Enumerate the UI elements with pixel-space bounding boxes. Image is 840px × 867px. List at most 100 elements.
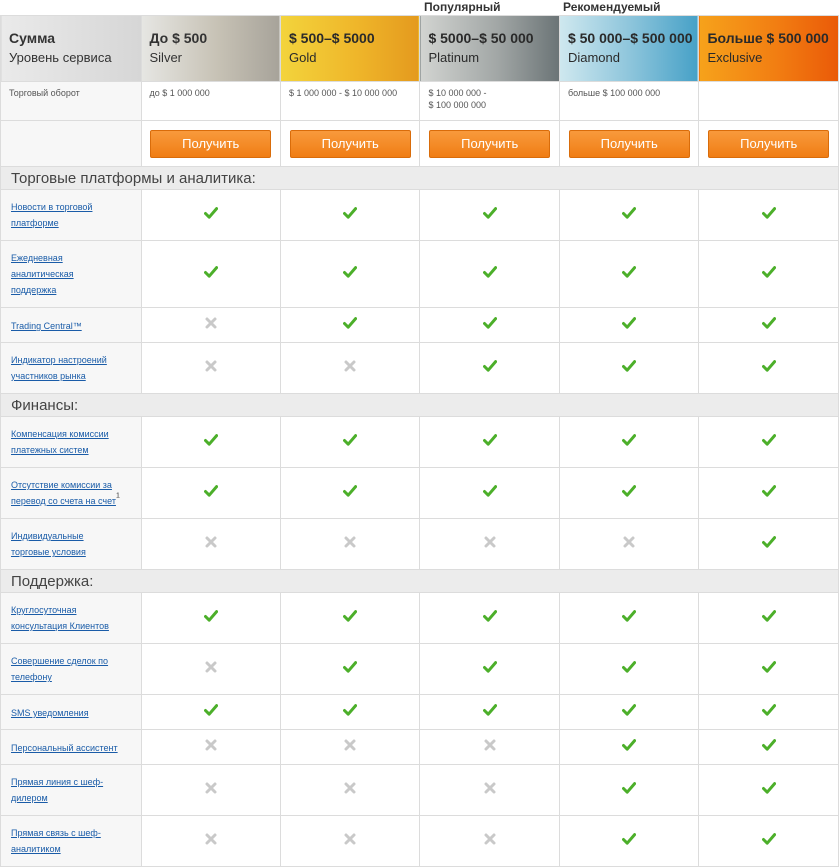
cross-icon — [484, 833, 496, 844]
turnover-value: до $ 1 000 000 — [140, 81, 281, 121]
get-gold-button[interactable]: Получить — [289, 129, 411, 158]
availability-cell-exclusive — [698, 729, 839, 765]
tier-header-platinum: $ 5000–$ 50 000 Platinum — [419, 15, 560, 82]
feature-link[interactable]: SMS уведомления — [11, 708, 89, 718]
availability-cell-platinum — [419, 592, 560, 644]
check-icon — [482, 703, 497, 716]
availability-cell-gold — [279, 643, 421, 695]
availability-cell-gold — [279, 518, 421, 570]
check-icon — [761, 535, 776, 548]
check-icon — [622, 738, 637, 751]
cross-icon — [344, 782, 356, 793]
tier-level: Platinum — [428, 50, 480, 65]
tier-amount: Больше $ 500 000 — [707, 30, 829, 46]
section-finance: Финансы: — [0, 393, 839, 417]
tier-level: Silver — [149, 50, 183, 65]
availability-cell-diamond — [558, 694, 700, 730]
tier-header-gold: $ 500–$ 5000 Gold — [279, 15, 421, 82]
availability-cell-diamond — [558, 307, 700, 343]
turnover-value — [698, 81, 839, 121]
feature-link[interactable]: Совершение сделок по телефону — [11, 656, 109, 682]
feature-label-cell: Индивидуальные торговые условия — [0, 518, 142, 570]
availability-cell-platinum — [419, 307, 560, 343]
check-icon — [761, 359, 776, 372]
availability-cell-platinum — [419, 729, 560, 765]
feature-link[interactable]: Круглосуточная консультация Клиентов — [11, 605, 109, 631]
feature-link[interactable]: Персональный ассистент — [11, 743, 118, 753]
check-icon — [761, 316, 776, 329]
check-icon — [343, 316, 358, 329]
check-icon — [761, 660, 776, 673]
cross-icon — [344, 739, 356, 750]
check-icon — [622, 832, 637, 845]
feature-row: Персональный ассистент — [0, 729, 839, 765]
cross-icon — [484, 739, 496, 750]
tier-amount: $ 5000–$ 50 000 — [428, 30, 534, 46]
check-icon — [761, 832, 776, 845]
availability-cell-platinum — [419, 467, 560, 519]
section-platforms: Торговые платформы и аналитика: — [0, 166, 839, 190]
availability-cell-diamond — [558, 518, 700, 570]
availability-cell-gold — [279, 815, 421, 867]
get-exclusive-button[interactable]: Получить — [708, 129, 830, 158]
availability-cell-exclusive — [698, 518, 839, 570]
availability-cell-silver — [140, 416, 281, 468]
availability-cell-exclusive — [698, 764, 839, 816]
feature-label-cell: Круглосуточная консультация Клиентов — [0, 592, 142, 644]
feature-label-cell: Trading Central™ — [0, 307, 142, 343]
service-levels-table: Сумма Уровень сервиса До $ 500 Silver $ … — [0, 15, 839, 867]
check-icon — [203, 433, 218, 446]
turnover-value: $ 1 000 000 - $ 10 000 000 — [279, 81, 421, 121]
check-icon — [761, 703, 776, 716]
check-icon — [622, 703, 637, 716]
tier-header-silver: До $ 500 Silver — [140, 15, 281, 82]
check-icon — [482, 484, 497, 497]
cross-icon — [205, 536, 217, 547]
feature-link[interactable]: Компенсация комиссии платежных систем — [11, 429, 109, 455]
recommended-label: Рекомендуемый — [563, 0, 661, 14]
turnover-row: Торговый оборот до $ 1 000 000 $ 1 000 0… — [0, 81, 839, 121]
availability-cell-silver — [140, 592, 281, 644]
availability-cell-exclusive — [698, 189, 839, 241]
feature-link[interactable]: Trading Central™ — [11, 321, 82, 331]
availability-cell-exclusive — [698, 307, 839, 343]
availability-cell-exclusive — [698, 694, 839, 730]
tier-level: Diamond — [567, 50, 620, 65]
check-icon — [482, 265, 497, 278]
get-platinum-button[interactable]: Получить — [429, 129, 551, 158]
tier-header-diamond: $ 50 000–$ 500 000 Diamond — [558, 15, 700, 82]
availability-cell-diamond — [558, 729, 700, 765]
feature-link[interactable]: Прямая связь с шеф-аналитиком — [11, 828, 101, 854]
feature-link[interactable]: Индивидуальные торговые условия — [11, 531, 86, 557]
tier-header-exclusive: Больше $ 500 000 Exclusive — [698, 15, 839, 82]
feature-link[interactable]: Новости в торговой платформе — [11, 202, 93, 228]
cross-icon — [344, 833, 356, 844]
check-icon — [761, 738, 776, 751]
check-icon — [761, 609, 776, 622]
check-icon — [622, 660, 637, 673]
turnover-value-line: $ 100 000 000 — [428, 100, 487, 110]
availability-cell-platinum — [419, 189, 560, 241]
availability-cell-gold — [279, 240, 421, 308]
cross-icon — [205, 360, 217, 371]
popular-label: Популярный — [424, 0, 501, 14]
availability-cell-exclusive — [698, 416, 839, 468]
availability-cell-gold — [279, 307, 421, 343]
availability-cell-silver — [140, 467, 281, 519]
availability-cell-silver — [140, 189, 281, 241]
check-icon — [203, 703, 218, 716]
feature-label-cell: Совершение сделок по телефону — [0, 643, 142, 695]
check-icon — [622, 359, 637, 372]
availability-cell-diamond — [558, 764, 700, 816]
check-icon — [761, 265, 776, 278]
availability-cell-silver — [140, 307, 281, 343]
feature-link[interactable]: Индикатор настроений участников рынка — [11, 355, 107, 381]
feature-link[interactable]: Ежедневная аналитическая поддержка — [11, 253, 74, 295]
feature-link[interactable]: Отсутствие комиссии за перевод со счета н… — [11, 480, 116, 506]
availability-cell-platinum — [419, 342, 560, 394]
availability-cell-gold — [279, 592, 421, 644]
get-diamond-button[interactable]: Получить — [568, 129, 690, 158]
get-silver-button[interactable]: Получить — [150, 129, 272, 158]
feature-link[interactable]: Прямая линия с шеф-дилером — [11, 777, 104, 803]
button-row-spacer — [0, 120, 142, 167]
